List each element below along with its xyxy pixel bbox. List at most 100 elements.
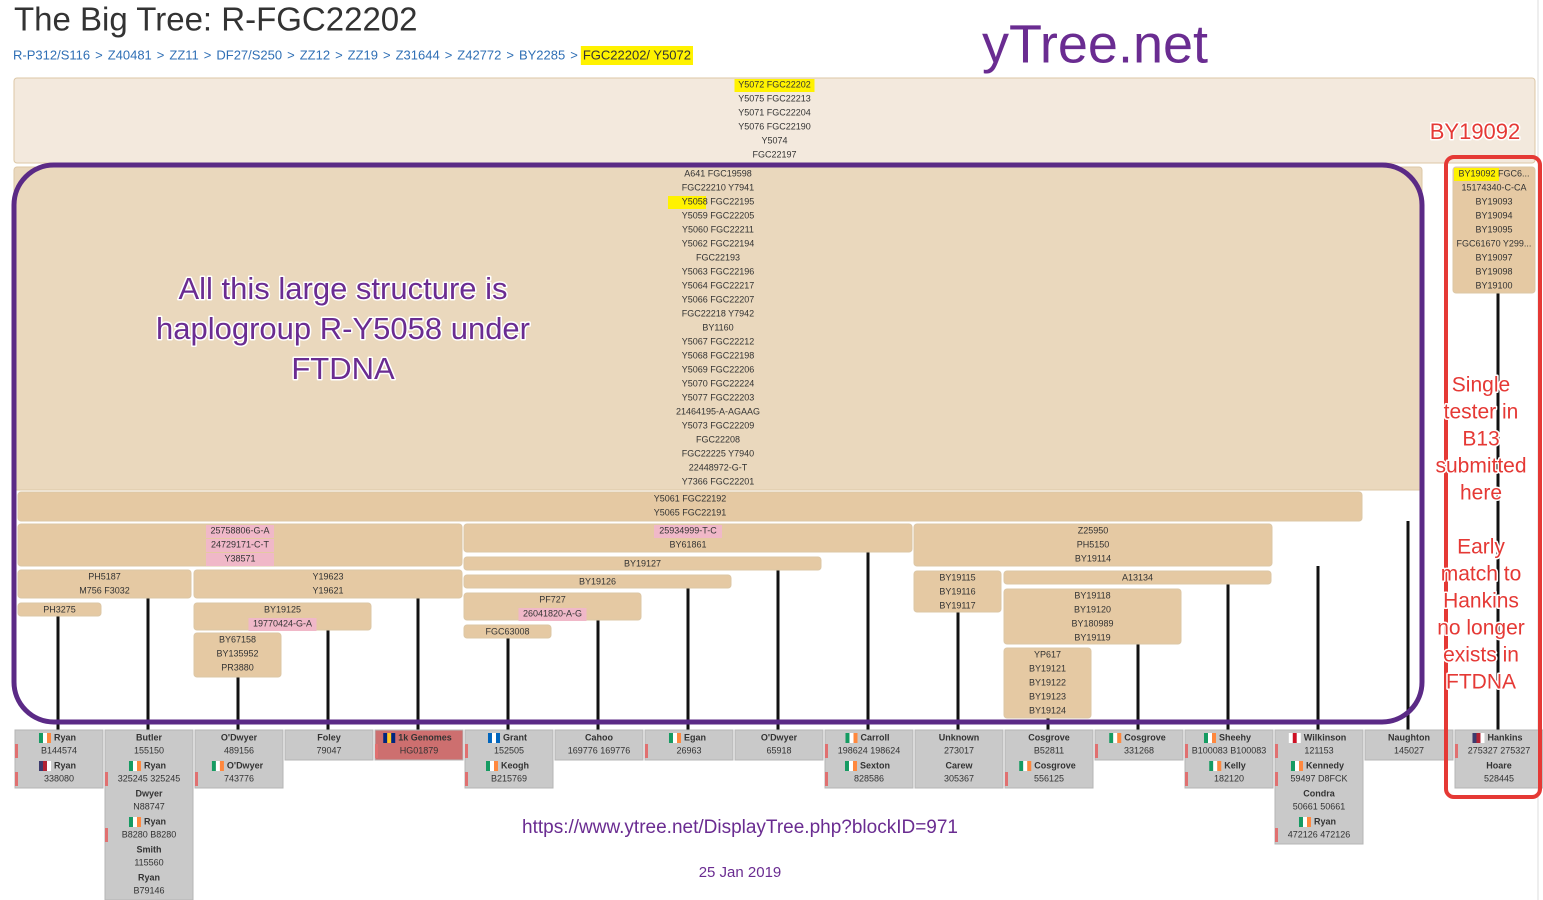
tester-name: Naughton bbox=[1388, 732, 1430, 742]
tester-kit: B8280 B8280 bbox=[122, 829, 177, 839]
novel-bg bbox=[248, 618, 317, 631]
tester-box bbox=[644, 729, 734, 761]
tree-node bbox=[193, 632, 282, 678]
snp-label: BY19098 bbox=[1475, 266, 1512, 276]
tester-kit: 26963 bbox=[676, 745, 701, 755]
tree-node bbox=[1003, 647, 1092, 719]
annotation-text: B13 bbox=[1462, 428, 1499, 451]
kit-stripe bbox=[1275, 744, 1278, 758]
tester-kit: B100083 B100083 bbox=[1192, 745, 1267, 755]
snp-label: BY19100 bbox=[1475, 280, 1512, 290]
tester-name: Grant bbox=[503, 732, 527, 742]
snp-label: BY19120 bbox=[1074, 604, 1111, 614]
novel-bg bbox=[206, 539, 274, 552]
tester-kit: 828586 bbox=[854, 773, 884, 783]
tester-name: Egan bbox=[684, 732, 706, 742]
tester-kit: B79146 bbox=[133, 885, 164, 895]
breadcrumb-separator: > bbox=[383, 47, 391, 62]
watermark: yTree.net bbox=[982, 14, 1208, 74]
tester-name: Ryan bbox=[54, 760, 76, 770]
snp-label: Y5072 FGC22202 bbox=[738, 79, 811, 89]
breadcrumb-separator: > bbox=[95, 47, 103, 62]
flag bbox=[132, 817, 137, 827]
breadcrumb-link[interactable]: DF27/S250 bbox=[216, 47, 282, 62]
snp-label: BY19124 bbox=[1029, 705, 1066, 715]
tree-node bbox=[17, 491, 1363, 522]
snp-label: FGC22225 Y7940 bbox=[682, 448, 754, 458]
flag bbox=[132, 761, 137, 771]
snp-label: Y5069 FGC22206 bbox=[682, 364, 755, 374]
breadcrumb-link[interactable]: Z31644 bbox=[396, 47, 440, 62]
tree-node bbox=[17, 602, 102, 617]
snp-label: FGC22218 Y7942 bbox=[682, 308, 754, 318]
flag bbox=[491, 733, 496, 743]
snp-label: A641 FGC19598 bbox=[684, 168, 752, 178]
tester-name: Carroll bbox=[860, 732, 889, 742]
flag bbox=[128, 817, 133, 827]
breadcrumb-link[interactable]: BY2285 bbox=[519, 47, 565, 62]
snp-label: PR3880 bbox=[221, 662, 254, 672]
flag bbox=[38, 761, 43, 771]
snp-label: BY19121 bbox=[1029, 663, 1066, 673]
snp-label: 24729171-C-T bbox=[211, 539, 270, 549]
tester-name: Sheehy bbox=[1219, 732, 1251, 742]
snp-label: BY19114 bbox=[1075, 553, 1111, 563]
tree-node bbox=[1003, 570, 1272, 585]
tester-kit: 198624 198624 bbox=[838, 745, 901, 755]
tree-node bbox=[1452, 166, 1536, 294]
tester-box bbox=[734, 729, 824, 761]
kit-stripe bbox=[1005, 772, 1008, 786]
tester-box bbox=[1274, 729, 1364, 845]
annotation-text: All this large structure is bbox=[178, 271, 507, 306]
snp-label: FGC22193 bbox=[696, 252, 740, 262]
snp-label: PH5150 bbox=[1077, 539, 1110, 549]
snp-label: Y5077 FGC22203 bbox=[682, 392, 755, 402]
breadcrumb-link[interactable]: Z42772 bbox=[457, 47, 501, 62]
tree-node bbox=[17, 569, 192, 599]
snp-label: FGC22197 bbox=[752, 149, 796, 159]
snp-label: A13134 bbox=[1122, 572, 1153, 582]
flag bbox=[1117, 733, 1122, 743]
tree-node bbox=[463, 556, 822, 571]
flag bbox=[495, 733, 500, 743]
breadcrumb-link[interactable]: FGC22202/ Y5072 bbox=[583, 47, 691, 62]
snp-label: BY1160 bbox=[702, 322, 733, 332]
flag bbox=[844, 761, 849, 771]
flag bbox=[849, 733, 854, 743]
flag bbox=[1109, 733, 1114, 743]
tester-kit: 169776 169776 bbox=[568, 745, 631, 755]
flag bbox=[42, 761, 47, 771]
kit-stripe bbox=[15, 744, 18, 758]
snp-label: Y7366 FGC22201 bbox=[682, 476, 755, 486]
flag bbox=[1302, 817, 1307, 827]
flag bbox=[1113, 733, 1118, 743]
tester-box bbox=[104, 729, 194, 900]
breadcrumb-link[interactable]: ZZ19 bbox=[348, 47, 378, 62]
tester-kit: 743776 bbox=[224, 773, 254, 783]
breadcrumb-link[interactable]: ZZ11 bbox=[169, 47, 198, 62]
novel-bg bbox=[654, 525, 722, 538]
snp-label: PH5187 bbox=[88, 571, 121, 581]
kit-stripe bbox=[375, 744, 378, 758]
tester-kit: 556125 bbox=[1034, 773, 1064, 783]
breadcrumb-link[interactable]: Z40481 bbox=[108, 47, 152, 62]
snp-label: BY19119 bbox=[1074, 632, 1110, 642]
tester-name: Ryan bbox=[54, 732, 76, 742]
breadcrumb-link[interactable]: R-P312/S116 bbox=[13, 47, 90, 62]
tester-kit: B215769 bbox=[491, 773, 527, 783]
highlight bbox=[734, 79, 815, 92]
breadcrumb-separator: > bbox=[445, 47, 453, 62]
kit-stripe bbox=[825, 772, 828, 786]
breadcrumb-link[interactable]: ZZ12 bbox=[300, 47, 330, 62]
tester-name: Unknown bbox=[939, 732, 980, 742]
flag bbox=[1288, 733, 1293, 743]
novel-bg bbox=[206, 553, 274, 566]
annotation-frame bbox=[1444, 155, 1542, 799]
snp-label: BY19116 bbox=[939, 586, 975, 596]
breadcrumb-separator: > bbox=[506, 47, 514, 62]
snp-label: Y5067 FGC22212 bbox=[682, 336, 755, 346]
snp-label: BY19095 bbox=[1475, 224, 1512, 234]
snp-label: Y5066 FGC22207 bbox=[682, 294, 755, 304]
snp-label: Y5074 bbox=[761, 135, 787, 145]
tester-kit: B52811 bbox=[1034, 745, 1064, 755]
